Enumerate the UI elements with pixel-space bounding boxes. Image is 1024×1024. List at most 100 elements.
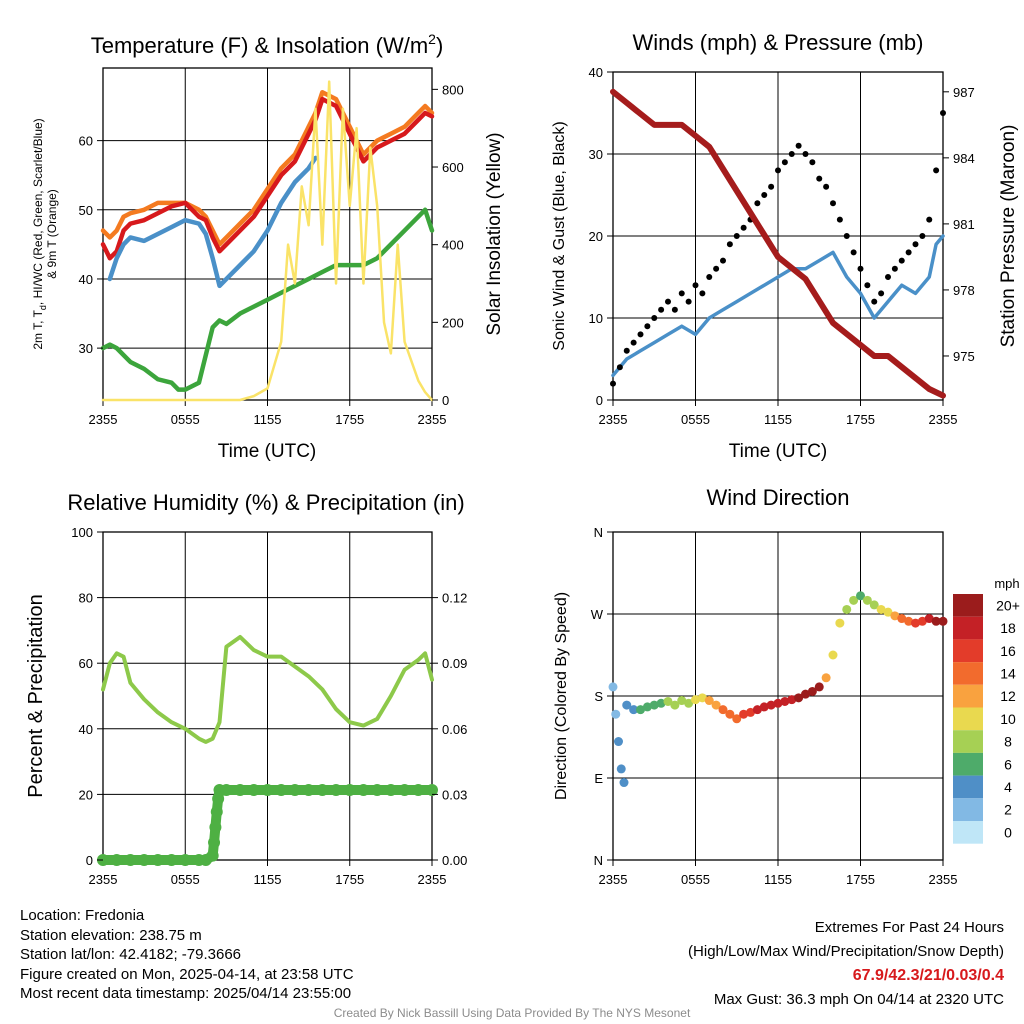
legend-label: 4 <box>1004 779 1012 795</box>
series-point <box>809 159 816 166</box>
y-tick-label: 60 <box>79 656 93 671</box>
x-tick-label: 2355 <box>89 872 118 887</box>
x-tick-label: 0555 <box>171 872 200 887</box>
direction-point <box>842 604 852 614</box>
series-point <box>343 784 356 797</box>
direction-point <box>807 686 817 696</box>
series-point <box>733 233 740 239</box>
plot-frame <box>102 67 433 401</box>
y-tick-label: 40 <box>79 272 93 287</box>
y-tick-label: 40 <box>589 65 603 80</box>
y-tick-label: S <box>594 689 603 704</box>
y-axis-label: & 9m T (Orange) <box>45 189 59 279</box>
direction-point <box>897 614 907 624</box>
direction-point <box>773 698 783 708</box>
y-tick-label: N <box>594 853 603 868</box>
direction-point <box>752 705 762 715</box>
extremes-title: Extremes For Past 24 Hours <box>814 919 1004 936</box>
direction-point <box>759 702 769 712</box>
direction-point <box>614 737 623 747</box>
series-point <box>713 265 720 272</box>
series-point <box>802 151 809 157</box>
series-point <box>905 249 912 256</box>
direction-point <box>938 616 948 626</box>
series-point <box>933 167 940 174</box>
direction-point <box>611 709 621 719</box>
series-point <box>678 290 685 297</box>
series-point <box>651 315 658 321</box>
max-gust-text: Max Gust: 36.3 mph On 04/14 at 2320 UTC <box>713 991 1004 1008</box>
series-point <box>692 282 699 289</box>
series-point <box>658 306 665 313</box>
series-point <box>288 784 301 797</box>
legend-label: 14 <box>1000 665 1016 681</box>
series-point <box>110 854 123 866</box>
direction-point <box>649 700 659 710</box>
y-tick-label: N <box>594 525 603 540</box>
y-axis-label-group: 2m T, Td, HI/WC (Red, Green, Scarlet/Blu… <box>31 118 59 349</box>
legend-swatch <box>953 616 983 640</box>
direction-point <box>917 616 927 626</box>
x-tick-label: 1755 <box>846 412 875 427</box>
x-tick-label: 0555 <box>171 412 200 427</box>
y-axis-label: Percent & Precipitation <box>25 594 47 797</box>
legend-swatch <box>953 684 983 708</box>
legend-label: 6 <box>1004 756 1012 772</box>
y2-tick-label: 0.03 <box>442 787 467 802</box>
direction-point <box>856 591 865 601</box>
series-point <box>912 241 919 248</box>
series-line <box>100 96 435 261</box>
x-tick-label: 1155 <box>254 412 282 427</box>
series-point <box>754 200 761 207</box>
latlon-text: Station lat/lon: 42.4182; -79.3666 <box>20 946 242 963</box>
series-point <box>885 274 891 280</box>
x-tick-label: 1755 <box>846 872 875 887</box>
direction-point <box>780 696 790 706</box>
series-point <box>371 784 384 797</box>
legend-title: mph <box>994 576 1019 591</box>
y-tick-label: 0 <box>596 393 603 408</box>
chart-title: Temperature (F) & Insolation (W/m2) <box>91 31 444 58</box>
legend-label: 8 <box>1004 734 1012 750</box>
y2-tick-label: 400 <box>442 238 464 253</box>
series-point <box>726 241 733 248</box>
x-tick-label: 2355 <box>418 872 447 887</box>
series-point <box>940 110 946 116</box>
chart-title: Time (UTC) <box>729 441 828 462</box>
direction-point <box>718 705 728 715</box>
series-point <box>209 821 222 834</box>
series-point <box>761 192 768 198</box>
series-point <box>302 784 315 797</box>
series-point <box>384 784 397 797</box>
elevation-text: Station elevation: 238.75 m <box>20 926 202 944</box>
series-point <box>165 854 178 866</box>
created-text: Figure created on Mon, 2025-04-14, at 23… <box>20 965 354 983</box>
legend-label: 10 <box>1000 711 1016 727</box>
direction-point <box>746 707 755 717</box>
series-point <box>740 224 747 231</box>
direction-point <box>890 611 900 621</box>
legend-label: 20+ <box>996 597 1020 613</box>
title-superscript: 2 <box>428 31 436 47</box>
legend-label: 16 <box>1000 643 1016 659</box>
x-tick-label: 2355 <box>89 412 118 427</box>
station-info: Location: Fredonia Station elevation: 23… <box>20 906 354 1004</box>
series-point <box>775 167 781 174</box>
y-tick-label: 30 <box>79 341 93 356</box>
direction-point <box>911 618 920 628</box>
extremes-values: 67.9/42.3/21/0.03/0.4 <box>852 967 1004 984</box>
y2-tick-label: 0.06 <box>442 722 467 737</box>
series-point <box>412 784 425 797</box>
chart-title: Time (UTC) <box>218 441 317 462</box>
x-tick-label: 2355 <box>929 872 958 887</box>
y2-tick-label: 987 <box>953 85 975 100</box>
location-text: Location: Fredonia <box>20 907 145 924</box>
series-line <box>101 80 434 402</box>
direction-point <box>697 693 707 703</box>
chart-title: Wind Direction <box>706 485 849 510</box>
y2-tick-label: 984 <box>953 151 975 166</box>
ylabel-part: 2m T, T <box>31 309 45 349</box>
y-tick-label: E <box>594 771 603 786</box>
x-tick-label: 0555 <box>681 412 710 427</box>
series-point <box>398 784 411 797</box>
